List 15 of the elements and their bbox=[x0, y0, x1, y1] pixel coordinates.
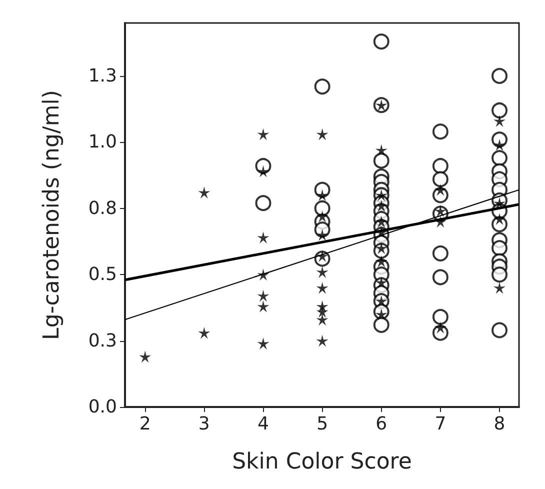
x-tick-label: 6 bbox=[376, 414, 388, 434]
x-tick-label: 7 bbox=[434, 414, 446, 434]
y-tick-label: 0.8 bbox=[88, 198, 117, 219]
x-axis-title: Skin Color Score bbox=[232, 450, 412, 474]
x-tick-label: 5 bbox=[316, 414, 328, 434]
y-tick-label: 0.5 bbox=[88, 264, 117, 286]
y-tick-label: 1.0 bbox=[88, 132, 117, 153]
x-tick-label: 8 bbox=[494, 414, 506, 434]
y-tick-label: 0.3 bbox=[88, 330, 117, 352]
x-tick-label: 3 bbox=[198, 414, 210, 434]
x-tick-label: 4 bbox=[258, 414, 269, 434]
y-tick-label: 0.0 bbox=[88, 396, 117, 418]
x-tick-label: 2 bbox=[139, 414, 151, 434]
y-tick-label: 1.3 bbox=[88, 65, 117, 86]
y-axis-title: Lg-carotenoids (ng/ml) bbox=[40, 90, 64, 340]
